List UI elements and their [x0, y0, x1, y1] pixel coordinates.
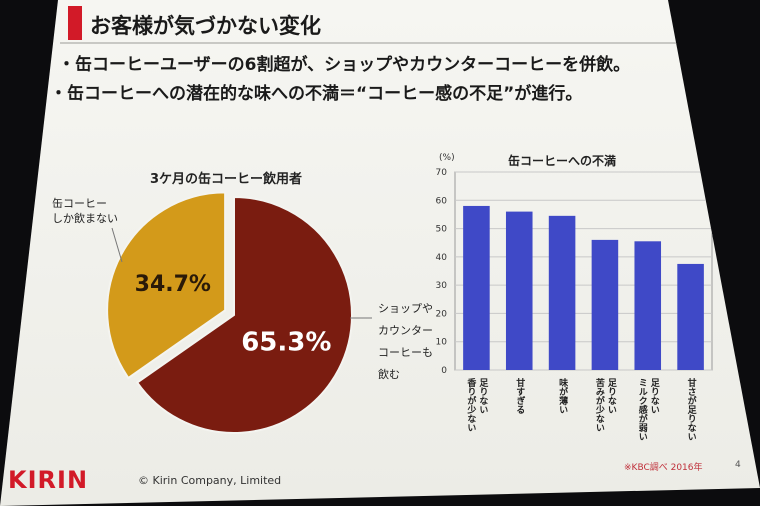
annotation-only-line-1: 缶コーヒー — [52, 197, 107, 210]
bullet-point-1: ・缶コーヒーユーザーの6割超が、ショップやカウンターコーヒーを併飲。 — [58, 55, 631, 75]
annotation-also-line-3: コーヒーも — [378, 346, 433, 359]
x-tick-label-3-1: 足りない — [606, 378, 617, 414]
x-tick-label-4-0: ミルク感が弱い — [637, 378, 648, 441]
copyright-text: © Kirin Company, Limited — [138, 474, 282, 487]
y-tick-label-2: 20 — [436, 309, 448, 319]
bar-4 — [634, 241, 662, 370]
pie-slice-label-1: 34.7% — [135, 272, 211, 297]
title-accent-bar — [68, 6, 82, 40]
bar-0 — [463, 205, 490, 370]
y-axis-unit: (%) — [439, 153, 455, 163]
annotation-also-shop: ショップや カウンター コーヒーも 飲む — [378, 298, 433, 386]
x-tick-label-0-1: 足りない — [477, 378, 488, 414]
page-number: 4 — [735, 460, 741, 470]
bar-chart-title: 缶コーヒーへの不満 — [508, 154, 617, 168]
x-tick-label-4-1: 足りない — [649, 378, 660, 414]
x-tick-label-1-0: 甘すぎる — [514, 377, 525, 414]
pie-slice-1 — [106, 191, 227, 380]
annotation-also-line-1: ショップや — [378, 302, 433, 315]
pie-chart-title: 3ケ月の缶コーヒー飲用者 — [150, 172, 303, 187]
y-tick-label-7: 70 — [436, 168, 448, 178]
y-tick-label-1: 10 — [436, 338, 448, 348]
plot-area-frame — [454, 171, 713, 371]
slide-title: お客様が気づかない変化 — [90, 14, 321, 38]
source-note: ※KBC調べ 2016年 — [624, 463, 703, 473]
annotation-line-only — [111, 227, 123, 263]
annotation-also-line-2: カウンター — [378, 324, 433, 337]
y-tick-label-4: 40 — [436, 253, 448, 263]
x-tick-label-3-0: 苦みが少ない — [594, 377, 606, 432]
kirin-logo: KIRIN — [8, 466, 89, 494]
x-tick-label-2-0: 味が薄い — [557, 377, 568, 414]
y-tick-label-6: 60 — [436, 196, 448, 206]
bar-5 — [677, 263, 704, 370]
annotation-only-canned: 缶コーヒー しか飲まない — [52, 196, 118, 226]
y-tick-label-3: 30 — [436, 281, 448, 291]
bar-3 — [591, 239, 619, 370]
bar-1 — [505, 211, 533, 370]
x-tick-label-5-0: 甘さが足りない — [686, 377, 697, 441]
pie-slice-label-0: 65.3% — [241, 327, 331, 357]
bullet-point-2: ・缶コーヒーへの潜在的な味への不満＝“コーヒー感の不足”が進行。 — [50, 84, 583, 104]
annotation-only-line-2: しか飲まない — [52, 212, 118, 225]
pie-slice-0 — [135, 195, 353, 434]
x-tick-label-0-0: 香りが少ない — [465, 377, 477, 432]
y-tick-label-0: 0 — [441, 366, 447, 376]
annotation-also-line-4: 飲む — [378, 368, 400, 381]
bar-2 — [548, 215, 576, 370]
title-divider — [60, 42, 700, 44]
y-tick-label-5: 50 — [436, 225, 448, 235]
